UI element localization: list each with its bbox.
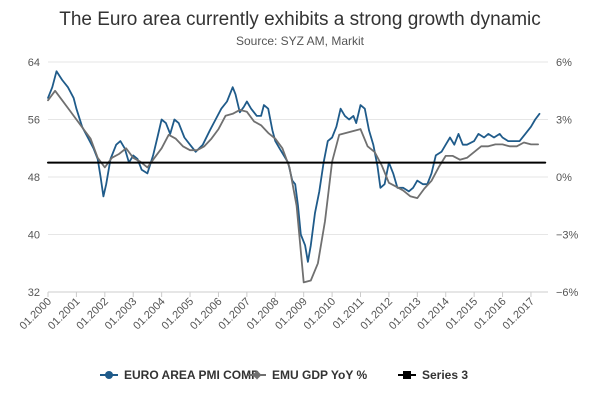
plot-area — [47, 70, 547, 284]
right-tick-label: 0% — [556, 172, 572, 184]
legend[interactable]: EURO AREA PMI COMP EMU GDP YoY % Series 3 — [100, 368, 468, 382]
right-tick-label: −6% — [556, 287, 579, 299]
left-tick-label: 64 — [28, 57, 40, 69]
left-tick-label: 56 — [28, 115, 40, 127]
legend-item-3[interactable]: Series 3 — [398, 368, 468, 382]
legend-label: EURO AREA PMI COMP — [124, 368, 259, 382]
legend-marker — [105, 371, 113, 379]
left-axis: 32 40 48 56 64 — [28, 57, 40, 299]
legend-marker — [403, 371, 411, 379]
legend-label: EMU GDP YoY % — [272, 368, 367, 382]
chart-title: The Euro area currently exhibits a stron… — [59, 9, 541, 30]
legend-item-1[interactable]: EURO AREA PMI COMP — [100, 368, 259, 382]
x-tick-label: 01.2010 — [302, 296, 339, 333]
right-axis: −6% −3% 0% 3% 6% — [556, 57, 579, 299]
legend-item-2[interactable]: EMU GDP YoY % — [248, 368, 367, 382]
legend-label: Series 3 — [422, 368, 468, 382]
right-tick-label: 6% — [556, 57, 572, 69]
legend-marker — [252, 370, 262, 380]
series-line-1 — [47, 70, 541, 263]
x-tick-label: 01.2017 — [500, 296, 537, 333]
left-tick-label: 40 — [28, 230, 40, 242]
left-tick-label: 48 — [28, 172, 40, 184]
left-tick-label: 32 — [28, 287, 40, 299]
x-axis: 01.200001.200101.200201.200301.200401.20… — [18, 291, 548, 333]
grid-lines — [48, 61, 548, 293]
series-line-2 — [47, 89, 539, 284]
right-tick-label: −3% — [556, 230, 579, 242]
right-tick-label: 3% — [556, 115, 572, 127]
chart-subtitle: Source: SYZ AM, Markit — [236, 34, 365, 48]
